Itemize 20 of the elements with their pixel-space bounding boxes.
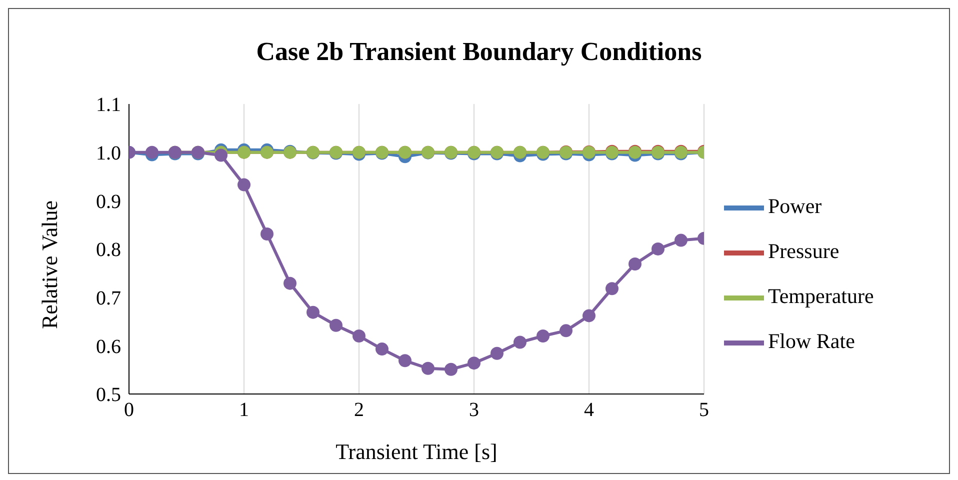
legend-label: Temperature bbox=[768, 284, 874, 308]
x-tick-label: 4 bbox=[584, 399, 594, 422]
y-tick-label: 0.6 bbox=[96, 336, 121, 358]
y-tick-label: 1.0 bbox=[96, 142, 121, 164]
y-tick-label: 0.8 bbox=[96, 239, 121, 262]
y-tick-label: 0.9 bbox=[96, 190, 121, 213]
x-axis-title: Transient Time [s] bbox=[336, 439, 498, 464]
x-tick-label: 3 bbox=[469, 399, 479, 422]
legend-label: Flow Rate bbox=[768, 329, 855, 353]
legend-label: Pressure bbox=[768, 239, 840, 263]
y-axis-title: Relative Value bbox=[36, 200, 62, 329]
chart-title: Case 2b Transient Boundary Conditions bbox=[255, 37, 703, 67]
y-tick-label: 1.1 bbox=[96, 94, 121, 116]
x-tick-label: 5 bbox=[699, 399, 709, 422]
legend-label: Power bbox=[768, 194, 822, 218]
y-tick-label: 0.5 bbox=[96, 384, 121, 406]
x-tick-label: 2 bbox=[354, 399, 364, 422]
x-tick-label: 0 bbox=[124, 399, 134, 422]
x-tick-label: 1 bbox=[239, 399, 249, 422]
y-tick-label: 0.7 bbox=[96, 287, 121, 310]
